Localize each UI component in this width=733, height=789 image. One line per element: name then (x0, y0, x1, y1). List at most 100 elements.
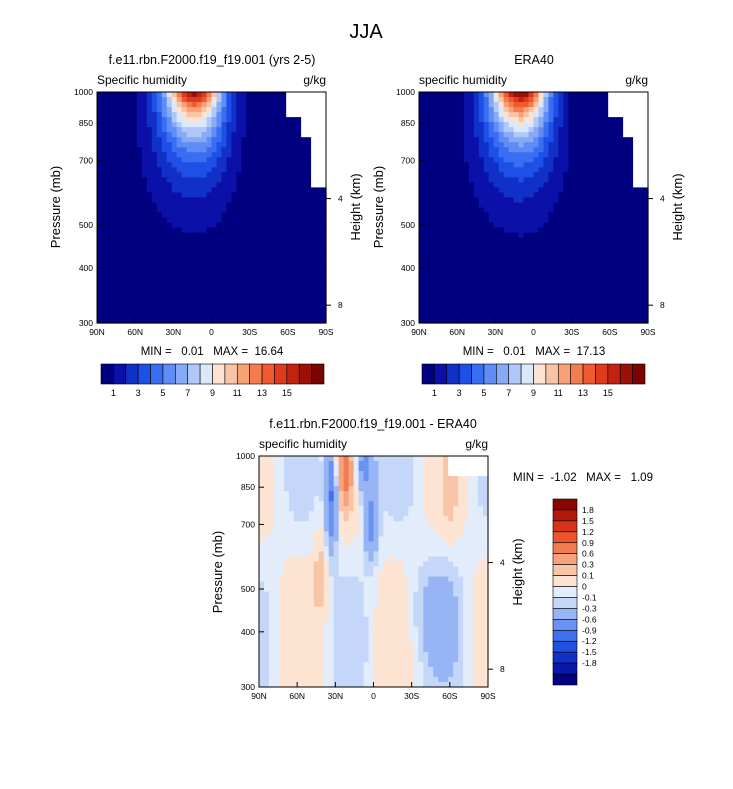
contour-cell (172, 213, 178, 219)
contour-cell (274, 466, 280, 472)
contour-cell (479, 142, 485, 148)
contour-cell (578, 162, 584, 168)
contour-cell (449, 273, 455, 279)
contour-cell (588, 258, 594, 264)
contour-cell (266, 127, 272, 133)
contour-cell (162, 172, 168, 178)
contour-cell (563, 192, 569, 198)
contour-cell (563, 213, 569, 219)
contour-cell (638, 268, 644, 274)
contour-cell (172, 157, 178, 163)
contour-cell (529, 223, 535, 229)
contour-cell (514, 218, 520, 224)
contour-cell (316, 253, 322, 259)
contour-cell (202, 92, 208, 98)
contour-cell (538, 313, 544, 319)
contour-cell (598, 122, 604, 128)
contour-cell (259, 511, 265, 517)
contour-cell (499, 228, 505, 234)
contour-cell (509, 202, 515, 208)
contour-cell (207, 107, 213, 113)
contour-cell (266, 102, 272, 108)
contour-cell (608, 313, 614, 319)
contour-cell (548, 162, 554, 168)
contour-cell (251, 223, 257, 229)
contour-cell (429, 208, 435, 214)
colorbar-swatch (558, 364, 570, 384)
contour-cell (439, 268, 445, 274)
contour-cell (107, 243, 113, 249)
contour-cell (192, 223, 198, 229)
contour-cell (187, 248, 193, 254)
contour-cell (439, 152, 445, 158)
colorbar-swatch (138, 364, 150, 384)
contour-cell (207, 142, 213, 148)
contour-cell (301, 172, 307, 178)
contour-cell (241, 283, 247, 289)
contour-cell (618, 192, 624, 198)
contour-cell (509, 233, 515, 239)
contour-cell (107, 137, 113, 143)
contour-cell (628, 162, 634, 168)
contour-cell (301, 92, 307, 98)
contour-cell (107, 223, 113, 229)
contour-cell (558, 177, 564, 183)
contour-cell (197, 197, 203, 203)
contour-cell (266, 182, 272, 188)
contour-cell (429, 132, 435, 138)
contour-cell (197, 157, 203, 163)
contour-cell (524, 213, 530, 219)
contour-cell (97, 298, 103, 304)
contour-cell (157, 223, 163, 229)
contour-cell (289, 476, 295, 482)
contour-cell (418, 476, 424, 482)
contour-cell (459, 92, 465, 98)
contour-cell (276, 97, 282, 103)
contour-cell (112, 303, 118, 309)
contour-cell (226, 308, 232, 314)
contour-cell (122, 213, 128, 219)
contour-cell (221, 192, 227, 198)
contour-cell (187, 213, 193, 219)
contour-cell (598, 208, 604, 214)
contour-cell (459, 197, 465, 203)
contour-cell (296, 253, 302, 259)
contour-cell (489, 122, 495, 128)
contour-cell (122, 137, 128, 143)
contour-cell (212, 303, 218, 309)
contour-cell (301, 228, 307, 234)
contour-cell (127, 117, 133, 123)
contour-cell (281, 167, 287, 173)
contour-cell (319, 476, 325, 482)
contour-cell (524, 308, 530, 314)
contour-cell (261, 208, 267, 214)
contour-cell (598, 187, 604, 193)
contour-cell (147, 253, 153, 259)
contour-cell (216, 102, 222, 108)
contour-cell (424, 117, 430, 123)
contour-cell (378, 456, 384, 462)
contour-cell (177, 278, 183, 284)
contour-cell (112, 132, 118, 138)
contour-cell (167, 248, 173, 254)
contour-cell (484, 157, 490, 163)
contour-cell (464, 243, 470, 249)
contour-cell (593, 248, 599, 254)
contour-cell (339, 471, 345, 477)
contour-cell (127, 213, 133, 219)
contour-cell (157, 253, 163, 259)
contour-cell (127, 263, 133, 269)
contour-cell (374, 481, 380, 487)
contour-cell (311, 177, 317, 183)
contour-cell (618, 283, 624, 289)
contour-cell (578, 112, 584, 118)
contour-cell (271, 162, 277, 168)
contour-cell (429, 162, 435, 168)
contour-cell (433, 471, 439, 477)
contour-cell (314, 506, 320, 512)
contour-cell (137, 127, 143, 133)
contour-cell (296, 218, 302, 224)
contour-cell (593, 187, 599, 193)
contour-cell (261, 177, 267, 183)
